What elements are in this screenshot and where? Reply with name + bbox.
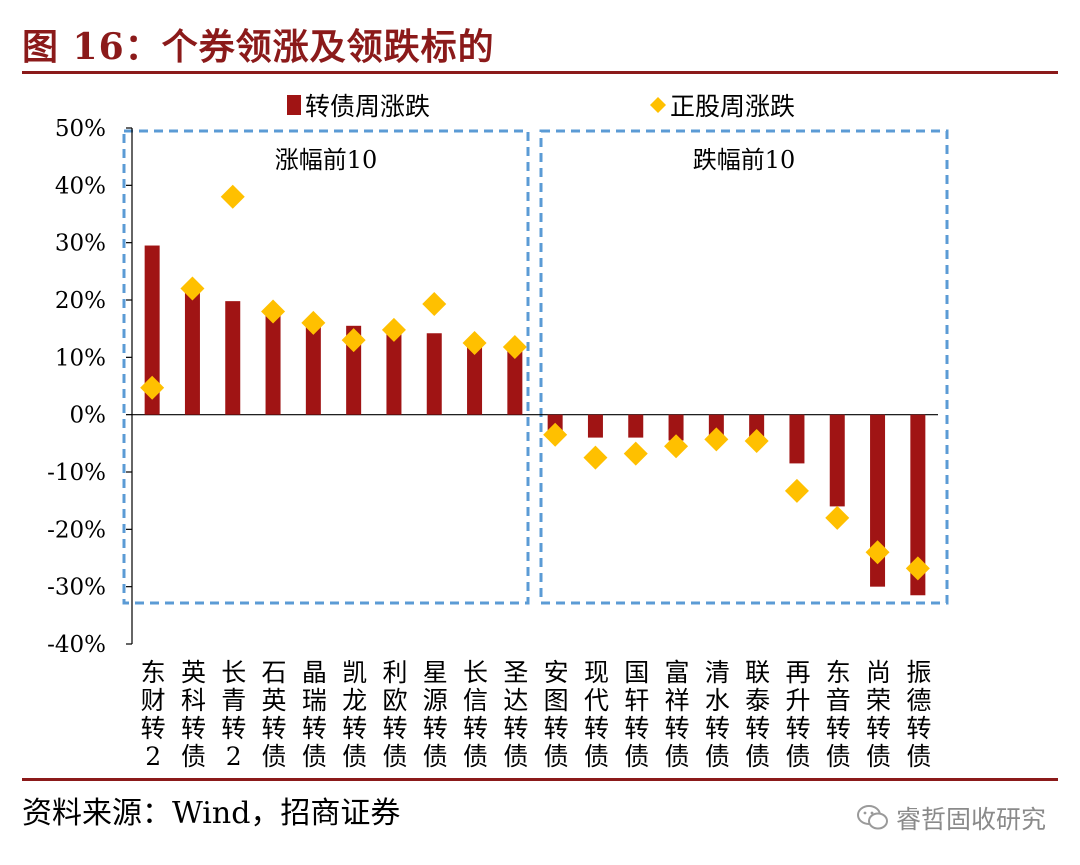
x-tick-label: 安图转债 xyxy=(544,658,569,771)
bar-7 xyxy=(386,328,402,415)
marker-19 xyxy=(865,540,890,565)
marker-15 xyxy=(704,427,729,452)
source-rule xyxy=(22,778,1058,781)
x-tick-label: 清水转债 xyxy=(705,658,730,771)
group-box-2 xyxy=(539,129,949,605)
y-tick-label: 0% xyxy=(70,403,107,429)
marker-4 xyxy=(261,299,286,324)
x-tick-label: 英科转债 xyxy=(181,658,206,771)
bar-13 xyxy=(628,414,644,438)
bar-19 xyxy=(870,414,886,587)
bar-12 xyxy=(587,414,603,438)
x-tick-label: 东财转 2 xyxy=(141,658,166,771)
marker-14 xyxy=(664,434,689,459)
marker-9 xyxy=(462,331,487,355)
y-tick-label: 50% xyxy=(55,116,106,142)
y-tick-label: -40% xyxy=(47,632,106,658)
marker-12 xyxy=(583,445,608,470)
x-tick-label: 石英转债 xyxy=(262,658,287,771)
marker-20 xyxy=(905,556,930,581)
title-rule xyxy=(22,71,1058,74)
marker-3 xyxy=(220,184,245,209)
bar-10 xyxy=(507,348,523,415)
bar-4 xyxy=(265,312,281,415)
x-tick-label: 圣达转债 xyxy=(503,658,528,771)
bar-14 xyxy=(668,414,684,441)
source-note: 资料来源：Wind，招商证券 xyxy=(22,796,401,831)
bar-20 xyxy=(910,414,926,596)
x-tick-label: 东音转债 xyxy=(826,658,851,771)
x-tick-label: 国轩转债 xyxy=(624,658,649,771)
x-tick-label: 利欧转债 xyxy=(382,658,407,771)
bar-1 xyxy=(144,245,160,415)
figure-title: 图 16：个券领涨及领跌标的 xyxy=(22,26,495,68)
x-tick-label: 富祥转债 xyxy=(665,658,690,771)
bar-18 xyxy=(829,414,845,507)
marker-17 xyxy=(784,478,809,503)
group-label-1: 涨幅前10 xyxy=(275,146,378,174)
bar-2 xyxy=(184,291,200,415)
x-tick-label: 联泰转债 xyxy=(745,658,770,771)
y-tick-label: -20% xyxy=(47,517,106,543)
combo-bar-chart: 涨幅前10 跌幅前10 50% 40% 30% 20% 10% 0% -10% -20% -30% -… xyxy=(47,92,949,771)
y-tick-label: 20% xyxy=(55,288,106,314)
bar-3 xyxy=(225,301,241,415)
x-tick-label: 凯龙转债 xyxy=(342,658,367,771)
x-tick-label: 再升转债 xyxy=(785,658,810,771)
bar-5 xyxy=(305,322,321,415)
legend-marker-swatch xyxy=(650,97,666,113)
marker-6 xyxy=(341,328,366,353)
x-tick-label: 尚荣转债 xyxy=(866,658,891,771)
marker-16 xyxy=(744,429,769,454)
bar-8 xyxy=(426,333,442,415)
legend-bar-label: 转债周涨跌 xyxy=(305,92,430,121)
marker-1 xyxy=(140,375,165,400)
marker-7 xyxy=(381,317,406,342)
y-tick-label: 30% xyxy=(55,231,106,257)
group-label-2: 跌幅前10 xyxy=(693,146,796,174)
marker-18 xyxy=(825,505,850,530)
bar-9 xyxy=(467,343,483,415)
watermark-text: 睿哲固收研究 xyxy=(895,805,1046,834)
x-tick-label: 振德转债 xyxy=(906,658,931,771)
y-tick-label: 10% xyxy=(55,345,106,371)
y-tick-label: -30% xyxy=(47,575,106,601)
marker-5 xyxy=(301,310,326,335)
bar-17 xyxy=(789,414,805,464)
x-tick-label: 长信转债 xyxy=(463,658,488,771)
legend-bar-swatch xyxy=(287,95,301,115)
x-tick-label: 长青转 2 xyxy=(221,658,246,771)
marker-2 xyxy=(180,276,205,301)
group-box-1 xyxy=(122,129,530,605)
watermark: 睿哲固收研究 xyxy=(856,800,1046,836)
x-tick-label: 星源转债 xyxy=(423,658,448,771)
marker-11 xyxy=(543,422,568,447)
x-tick-label: 晶瑞转债 xyxy=(302,658,327,771)
x-tick-label: 现代转债 xyxy=(584,658,609,771)
y-tick-label: -10% xyxy=(47,460,106,486)
y-tick-label: 40% xyxy=(55,173,106,199)
wechat-icon xyxy=(856,805,888,830)
marker-13 xyxy=(623,441,648,466)
legend-marker-label: 正股周涨跌 xyxy=(670,92,795,121)
marker-10 xyxy=(502,335,527,360)
marker-8 xyxy=(422,292,447,317)
